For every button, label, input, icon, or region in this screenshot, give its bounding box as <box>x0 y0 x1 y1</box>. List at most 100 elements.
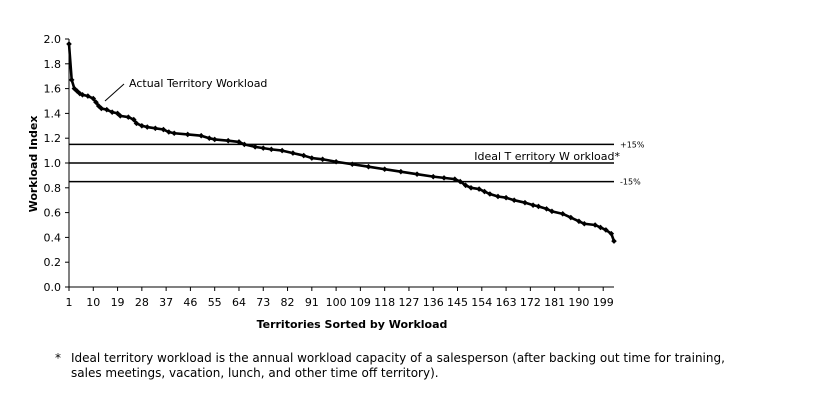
data-point <box>597 224 604 231</box>
data-point <box>319 156 326 163</box>
x-tick-label: 127 <box>398 296 419 309</box>
data-point <box>581 220 588 227</box>
y-axis-title: Workload Index <box>27 116 40 213</box>
x-tick-label: 181 <box>544 296 565 309</box>
y-tick-label: 2.0 <box>44 33 62 46</box>
data-point <box>495 193 501 200</box>
data-point <box>309 155 315 161</box>
footnote-line-2: sales meetings, vacation, lunch, and oth… <box>71 366 439 380</box>
reference-line-label: Ideal T erritory W orkload* <box>474 150 620 163</box>
data-point <box>381 166 388 172</box>
data-point <box>398 168 404 175</box>
x-tick-label: 46 <box>183 296 197 309</box>
data-point <box>603 227 609 233</box>
data-point <box>549 208 555 215</box>
data-point <box>441 175 447 181</box>
data-point <box>279 147 285 154</box>
x-tick-label: 37 <box>159 296 173 309</box>
footnote-marker: * <box>55 351 61 365</box>
data-point <box>530 202 536 208</box>
y-tick-label: 1.0 <box>44 157 62 170</box>
data-point <box>481 188 488 195</box>
data-point <box>462 182 469 189</box>
x-axis-ticks: 1 10 19 28 37 46 55 64 73 82 91 100 109 118 127 136 145 1… <box>66 287 614 309</box>
x-tick-label: 154 <box>471 296 492 309</box>
x-tick-label: 145 <box>447 296 468 309</box>
annotation-actual-workload: Actual Territory Workload <box>129 77 267 90</box>
data-point <box>252 144 258 150</box>
x-tick-label: 100 <box>326 296 347 309</box>
annotation-leader-line <box>104 83 125 102</box>
data-point <box>365 163 372 170</box>
data-point <box>559 211 566 217</box>
series-line <box>67 43 616 242</box>
x-tick-label: 10 <box>86 296 100 309</box>
reference-lines: +15%Ideal T erritory W orkload* -15% <box>69 140 645 187</box>
data-point <box>333 158 339 165</box>
x-tick-label: 199 <box>593 296 614 309</box>
y-tick-label: 1.6 <box>44 83 62 96</box>
data-point <box>85 93 91 99</box>
x-tick-label: 136 <box>423 296 444 309</box>
data-point <box>414 171 420 177</box>
data-point <box>349 161 356 168</box>
x-tick-label: 190 <box>568 296 589 309</box>
y-tick-label: 0.0 <box>44 281 62 294</box>
x-tick-label: 64 <box>232 296 246 309</box>
x-tick-label: 55 <box>208 296 222 309</box>
y-tick-label: 1.8 <box>44 58 62 71</box>
data-point <box>511 197 517 203</box>
x-tick-label: 172 <box>520 296 541 309</box>
data-point <box>93 99 99 106</box>
data-point <box>211 136 218 143</box>
data-point <box>144 124 151 130</box>
y-tick-label: 1.2 <box>44 132 62 145</box>
data-point <box>160 126 167 133</box>
x-tick-label: 91 <box>305 296 319 309</box>
data-point <box>198 132 205 139</box>
data-point <box>468 185 474 191</box>
reference-line-label: -15% <box>620 178 641 187</box>
data-point <box>241 141 248 148</box>
x-tick-label: 28 <box>135 296 149 309</box>
data-point <box>430 173 437 180</box>
data-point <box>576 218 582 225</box>
data-point <box>260 145 267 151</box>
data-point <box>184 131 191 138</box>
x-tick-label: 73 <box>256 296 270 309</box>
data-point <box>236 139 242 145</box>
data-point <box>300 152 307 159</box>
data-point <box>171 130 178 137</box>
data-point <box>476 186 482 192</box>
x-tick-label: 118 <box>374 296 395 309</box>
data-point <box>535 203 542 210</box>
data-point <box>130 116 137 123</box>
x-tick-label: 19 <box>111 296 125 309</box>
footnote-line-1: Ideal territory workload is the annual w… <box>71 351 725 365</box>
data-point <box>117 113 124 119</box>
data-point <box>543 206 550 212</box>
reference-line-label: +15% <box>620 140 645 149</box>
x-tick-label: 1 <box>66 296 73 309</box>
x-tick-label: 163 <box>496 296 517 309</box>
data-point <box>109 109 115 115</box>
y-tick-label: 0.8 <box>44 182 62 195</box>
x-tick-label: 109 <box>350 296 371 309</box>
y-tick-label: 0.4 <box>44 231 62 244</box>
data-point <box>608 230 615 237</box>
x-tick-label: 82 <box>281 296 295 309</box>
data-point <box>268 146 275 153</box>
data-point <box>503 194 509 201</box>
data-point <box>79 92 86 98</box>
data-point <box>98 105 105 112</box>
data-point <box>152 125 159 132</box>
data-point <box>139 123 145 129</box>
data-point <box>522 199 528 206</box>
data-point <box>452 176 458 182</box>
data-point <box>568 214 574 221</box>
data-point <box>103 106 110 113</box>
series-actual-workload <box>66 41 617 244</box>
data-point <box>487 191 493 197</box>
workload-chart: +15%Ideal T erritory W orkload* -15% 0.0 0… <box>27 33 645 331</box>
y-axis-ticks: 0.0 0.2 0.4 0.6 0.8 1.0 1.2 1.4 1.6 1.8 2.0 <box>44 33 69 294</box>
